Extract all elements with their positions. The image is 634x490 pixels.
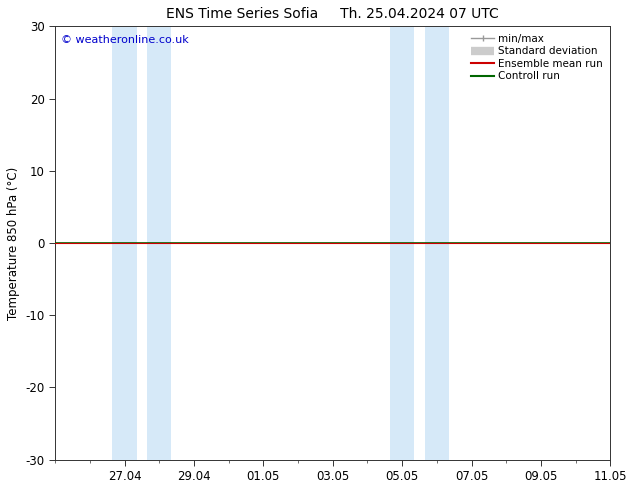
Title: ENS Time Series Sofia     Th. 25.04.2024 07 UTC: ENS Time Series Sofia Th. 25.04.2024 07 … <box>166 7 499 21</box>
Text: © weatheronline.co.uk: © weatheronline.co.uk <box>61 35 188 45</box>
Bar <box>425 26 449 460</box>
Legend: min/max, Standard deviation, Ensemble mean run, Controll run: min/max, Standard deviation, Ensemble me… <box>469 31 605 83</box>
Y-axis label: Temperature 850 hPa (°C): Temperature 850 hPa (°C) <box>7 166 20 319</box>
Bar <box>390 26 414 460</box>
Bar <box>112 26 137 460</box>
Bar <box>147 26 171 460</box>
